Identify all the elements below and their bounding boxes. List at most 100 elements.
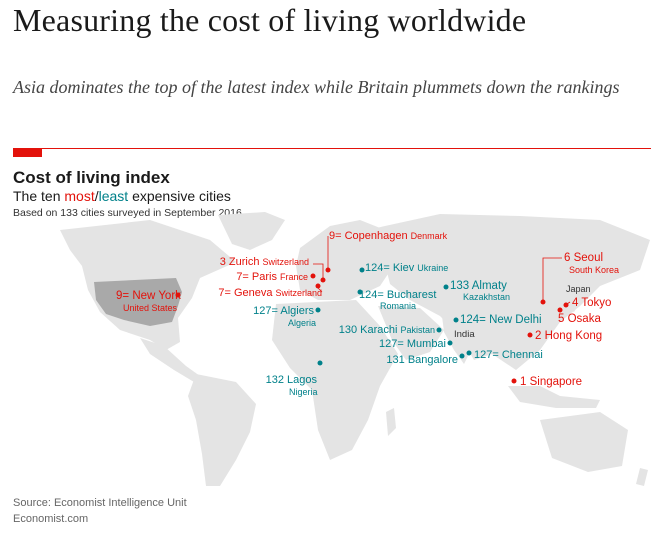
rank-new-delhi: 124= [460,314,486,326]
label-algiers: 127= Algiers [253,305,314,317]
dot-singapore [511,378,517,384]
label-geneva: 7= Geneva Switzerland [218,287,322,299]
name-kiev: Kiev [393,262,415,274]
rank-bangalore: 131 [386,354,404,366]
label-tokyo: 4 Tokyo [572,297,611,309]
rank-copenhagen: 9= [329,230,342,242]
label-bucharest: 124= Bucharest [359,289,436,301]
label-seoul: 6 Seoul [564,252,603,264]
rank-geneva: 7= [218,287,231,299]
country-zurich: Switzerland [262,257,309,267]
label-copenhagen: 9= Copenhagen Denmark [329,230,448,242]
name-chennai: Chennai [502,349,543,361]
subtitle-prefix: The ten [13,188,65,204]
name-mumbai: Mumbai [407,338,446,350]
label-zurich: 3 Zurich Switzerland [220,256,309,268]
dot-hong-kong [527,332,533,338]
country-algiers: Algeria [288,318,316,328]
central-america-land [140,338,200,382]
dot-new-york [175,292,181,298]
label-new-york: 9= New York [116,290,181,302]
dot-mumbai [447,340,453,346]
usa-shape [94,278,182,326]
label-lagos: 132 Lagos [266,374,318,386]
country-karachi: Pakistan [400,325,435,335]
south-america-land [188,374,256,486]
name-new-york: New York [132,290,181,302]
rank-algiers: 127= [253,305,278,317]
rank-kiev: 124= [365,262,390,274]
name-singapore: Singapore [530,376,582,388]
new-zealand-land [636,468,648,486]
dot-bangalore [459,353,465,359]
subtitle-slash: / [94,188,99,204]
greenland-land [218,212,285,250]
dot-chennai [466,350,472,356]
city-labels: 9= New York United States 9= Copenhagen D… [116,230,619,397]
rank-singapore: 1 [520,376,526,388]
label-almaty: 133 Almaty [450,280,507,292]
dot-seoul [540,299,546,305]
rank-almaty: 133 [450,280,469,292]
name-geneva: Geneva [234,287,273,299]
name-zurich: Zurich [229,256,260,268]
dot-geneva [315,283,321,289]
dot-bucharest [357,289,363,295]
rank-osaka: 5 [558,313,564,325]
asia-land [376,214,650,370]
rank-seoul: 6 [564,252,570,264]
label-karachi: 130 Karachi Pakistan [339,324,435,336]
country-paris: France [280,272,308,282]
country-lagos: Nigeria [289,387,318,397]
name-copenhagen: Copenhagen [345,230,408,242]
chart-subtitle: The ten most/least expensive cities [13,188,231,204]
rank-tokyo: 4 [572,297,579,309]
chart-top-rule [13,148,651,149]
dot-algiers [315,307,321,313]
name-bucharest: Bucharest [387,289,437,301]
leader-geneva [317,287,323,293]
chart-red-tag [13,148,42,157]
country-geneva: Switzerland [275,288,322,298]
name-karachi: Karachi [360,324,397,336]
subtitle-suffix: expensive cities [128,188,231,204]
dot-kiev [359,267,365,273]
subtitle-least: least [98,188,129,204]
arabia-land [378,306,444,360]
rank-bucharest: 124= [359,289,384,301]
dot-paris [310,273,316,279]
label-kiev: 124= Kiev Ukraine [365,262,448,274]
name-new-delhi: New Delhi [489,314,541,326]
madagascar-land [386,408,396,436]
source-note: Source: Economist Intelligence Unit [13,497,187,509]
headline: Measuring the cost of living worldwide [13,2,527,38]
name-almaty: Almaty [472,280,507,292]
rank-lagos: 132 [266,374,284,386]
name-paris: Paris [252,271,278,283]
leader-zurich [313,263,324,278]
country-almaty: Kazakhstan [463,292,510,302]
rank-zurich: 3 [220,256,226,268]
rank-hong-kong: 2 [535,330,541,342]
label-osaka: 5 Osaka [558,313,601,325]
label-india: India [454,329,475,340]
dot-zurich [320,277,326,283]
australia-land [540,412,628,472]
label-paris: 7= Paris France [236,271,308,283]
leader-seoul [542,257,562,300]
label-japan: Japan [566,284,591,294]
label-chennai: 127= Chennai [474,349,543,361]
chart-note: Based on 133 cities surveyed in Septembe… [13,207,242,219]
rank-paris: 7= [236,271,249,283]
credit-line: Economist.com [13,513,89,525]
subtitle-most: most [64,188,95,204]
standfirst: Asia dominates the top of the latest ind… [13,77,620,97]
name-lagos: Lagos [287,374,317,386]
name-hong-kong: Hong Kong [545,330,603,342]
dot-lagos [317,360,323,366]
rank-mumbai: 127= [379,338,404,350]
dot-almaty [443,284,449,290]
dot-new-delhi [453,317,459,323]
label-new-delhi: 124= New Delhi [460,314,542,326]
